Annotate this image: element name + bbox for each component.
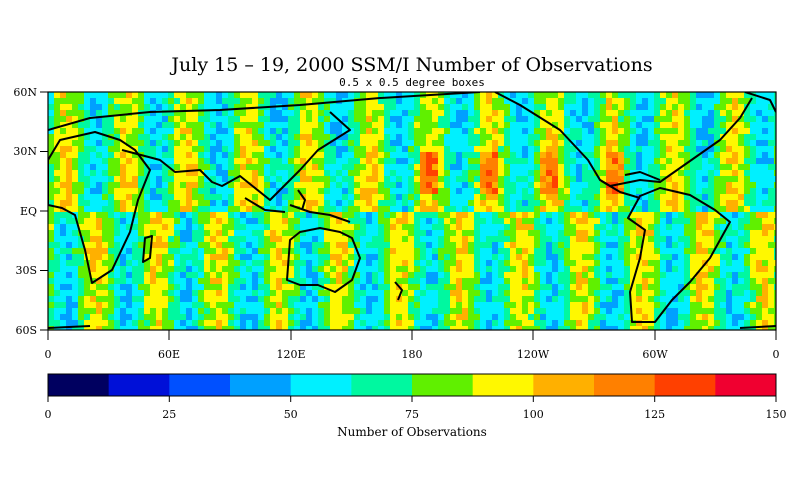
colorbar-swatch — [594, 374, 655, 396]
lat-tick-label: EQ — [20, 205, 37, 218]
colorbar-tick-label: 0 — [45, 408, 52, 421]
colorbar-tick-label: 150 — [766, 408, 787, 421]
lon-tick-label: 180 — [402, 348, 423, 361]
colorbar-swatch — [230, 374, 291, 396]
lon-tick-label: 60E — [158, 348, 180, 361]
lat-tick-label: 30N — [13, 145, 37, 158]
colorbar-swatch — [351, 374, 412, 396]
lon-tick-label: 60W — [642, 348, 668, 361]
colorbar-swatch — [533, 374, 594, 396]
lon-tick-label: 0 — [773, 348, 780, 361]
colorbar-swatch — [655, 374, 716, 396]
lat-tick-label: 60S — [15, 324, 37, 337]
lat-tick-label: 60N — [13, 86, 37, 99]
colorbar-tick-label: 50 — [284, 408, 298, 421]
colorbar-swatch — [109, 374, 170, 396]
colorbar-swatch — [291, 374, 352, 396]
colorbar-swatch — [48, 374, 109, 396]
colorbar: 0 25 50 75 100 125 150 Number of Observa… — [45, 374, 787, 439]
latitude-axis: 60N 30N EQ 30S 60S — [13, 86, 48, 337]
colorbar-swatch — [715, 374, 776, 396]
observation-field — [48, 92, 780, 332]
colorbar-tick-label: 25 — [162, 408, 176, 421]
lon-tick-label: 0 — [45, 348, 52, 361]
lat-tick-label: 30S — [15, 264, 37, 277]
colorbar-swatch — [473, 374, 534, 396]
lon-tick-label: 120E — [276, 348, 305, 361]
lon-tick-label: 120W — [517, 348, 550, 361]
figure-subtitle: 0.5 x 0.5 degree boxes — [339, 76, 485, 89]
colorbar-swatch — [169, 374, 230, 396]
colorbar-tick-label: 75 — [405, 408, 419, 421]
colorbar-title: Number of Observations — [337, 425, 487, 439]
longitude-axis: 0 60E 120E 180 120W 60W 0 — [45, 330, 780, 361]
figure-title: July 15 – 19, 2000 SSM/I Number of Obser… — [169, 54, 652, 76]
colorbar-swatch — [412, 374, 473, 396]
colorbar-tick-label: 100 — [523, 408, 544, 421]
colorbar-tick-label: 125 — [644, 408, 665, 421]
